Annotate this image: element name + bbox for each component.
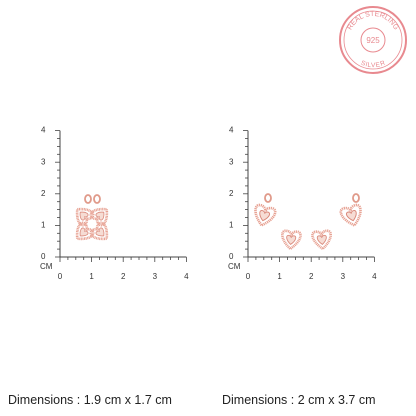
bail (84, 194, 92, 204)
heart-outer (254, 203, 277, 227)
heart-inner (316, 234, 327, 245)
unit-label: CM (40, 262, 53, 271)
dimensions-text: Dimensions : 2 cm x 3.7 cm (222, 393, 376, 407)
y-tick-label: 2 (41, 189, 46, 198)
y-tick-label: 0 (229, 252, 234, 261)
heart-inner (286, 234, 297, 245)
x-tick-label: 3 (153, 272, 158, 281)
badge-center-ring (360, 27, 386, 53)
y-tick-label: 1 (41, 221, 46, 230)
x-tick-label: 3 (341, 272, 346, 281)
badge-bottom-text: SILVER (360, 60, 387, 70)
heart-inner (79, 227, 89, 237)
heart-charm (339, 203, 362, 227)
heart-charm (89, 221, 109, 241)
y-tick-label: 3 (41, 157, 46, 166)
heart-charm (281, 229, 302, 251)
heart-inner (79, 211, 89, 221)
heart-outer (89, 221, 109, 241)
x-tick-label: 0 (246, 272, 251, 281)
bail (264, 193, 272, 203)
x-tick-label: 4 (372, 272, 377, 281)
badge-center-text: 925 (366, 36, 380, 45)
heart-charm (75, 207, 95, 227)
badge: REAL STERLING 925 SILVER (339, 6, 407, 74)
heart-charm (311, 229, 332, 251)
heart-charm (254, 203, 277, 227)
x-tick-label: 1 (89, 272, 94, 281)
y-tick-label: 4 (41, 126, 46, 135)
y-tick-label: 1 (229, 221, 234, 230)
bail (93, 194, 101, 204)
unit-label: CM (228, 262, 241, 271)
heart-charm (75, 221, 95, 241)
badge-inner-ring (343, 10, 403, 70)
heart-inner (95, 227, 105, 237)
y-tick-label: 4 (229, 126, 234, 135)
x-tick-label: 2 (121, 272, 126, 281)
bail (352, 193, 360, 203)
heart-outer (89, 207, 109, 227)
heart-inner (259, 210, 271, 222)
y-tick-label: 2 (229, 189, 234, 198)
x-tick-label: 0 (58, 272, 63, 281)
dimensions-text: Dimensions : 1.9 cm x 1.7 cm (8, 393, 172, 407)
x-tick-label: 4 (184, 272, 189, 281)
y-tick-label: 3 (229, 157, 234, 166)
heart-inner (95, 211, 105, 221)
heart-outer (75, 221, 95, 241)
heart-outer (339, 203, 362, 227)
y-tick-label: 0 (41, 252, 46, 261)
x-tick-label: 1 (277, 272, 282, 281)
x-tick-label: 2 (309, 272, 314, 281)
heart-charm (89, 207, 109, 227)
ruler: 0 1 2 3 4 0 1 2 3 4 CM (40, 126, 189, 281)
badge-ring (339, 6, 407, 74)
ruler: 0 1 2 3 4 0 1 2 3 4 CM (228, 126, 377, 281)
heart-inner (345, 210, 357, 222)
heart-outer (75, 207, 95, 227)
